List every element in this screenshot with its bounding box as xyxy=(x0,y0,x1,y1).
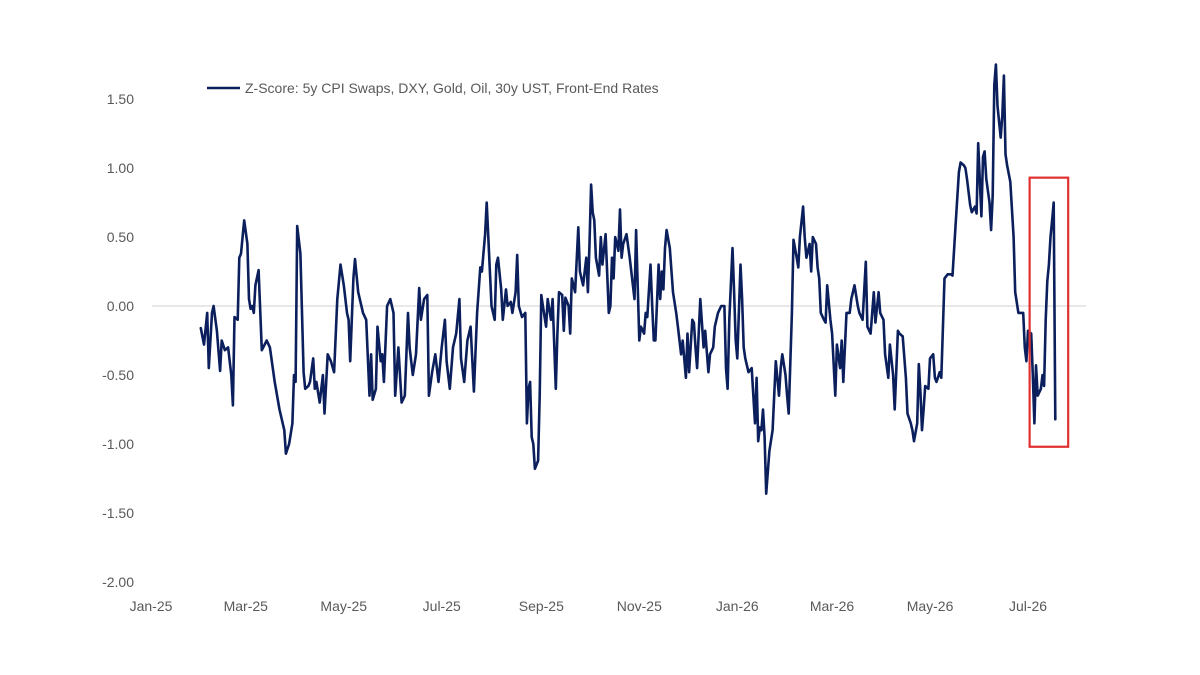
legend-label: Z-Score: 5y CPI Swaps, DXY, Gold, Oil, 3… xyxy=(245,80,659,96)
legend: Z-Score: 5y CPI Swaps, DXY, Gold, Oil, 3… xyxy=(207,80,659,96)
highlight-box xyxy=(1028,176,1070,448)
x-tick-label: Jan-25 xyxy=(130,598,173,614)
x-tick-label: May-25 xyxy=(320,598,367,614)
y-tick-label: 1.50 xyxy=(107,91,134,107)
y-tick-label: -1.50 xyxy=(102,505,134,521)
x-tick-label: Mar-26 xyxy=(810,598,855,614)
y-tick-label: -1.00 xyxy=(102,436,134,452)
y-axis-ticks: 1.50 1.00 0.50 0.00 -0.50 -1.00 -1.50 -2.00 xyxy=(102,91,134,590)
x-tick-label: Sep-25 xyxy=(519,598,564,614)
x-tick-label: Jan-26 xyxy=(716,598,759,614)
x-axis-ticks: Jan-25 Mar-25 May-25 Jul-25 Sep-25 Nov-25 Jan-… xyxy=(130,598,1048,614)
x-tick-label: Jul-25 xyxy=(423,598,461,614)
y-tick-label: 0.50 xyxy=(107,229,134,245)
series-line-z-score xyxy=(199,63,1057,495)
y-tick-label: 1.00 xyxy=(107,160,134,176)
x-tick-label: Nov-25 xyxy=(617,598,662,614)
y-tick-label: -0.50 xyxy=(102,367,134,383)
x-tick-label: Jul-26 xyxy=(1009,598,1047,614)
y-tick-label: 0.00 xyxy=(107,298,134,314)
y-tick-label: -2.00 xyxy=(102,574,134,590)
x-tick-label: Mar-25 xyxy=(224,598,269,614)
x-tick-label: May-26 xyxy=(907,598,954,614)
